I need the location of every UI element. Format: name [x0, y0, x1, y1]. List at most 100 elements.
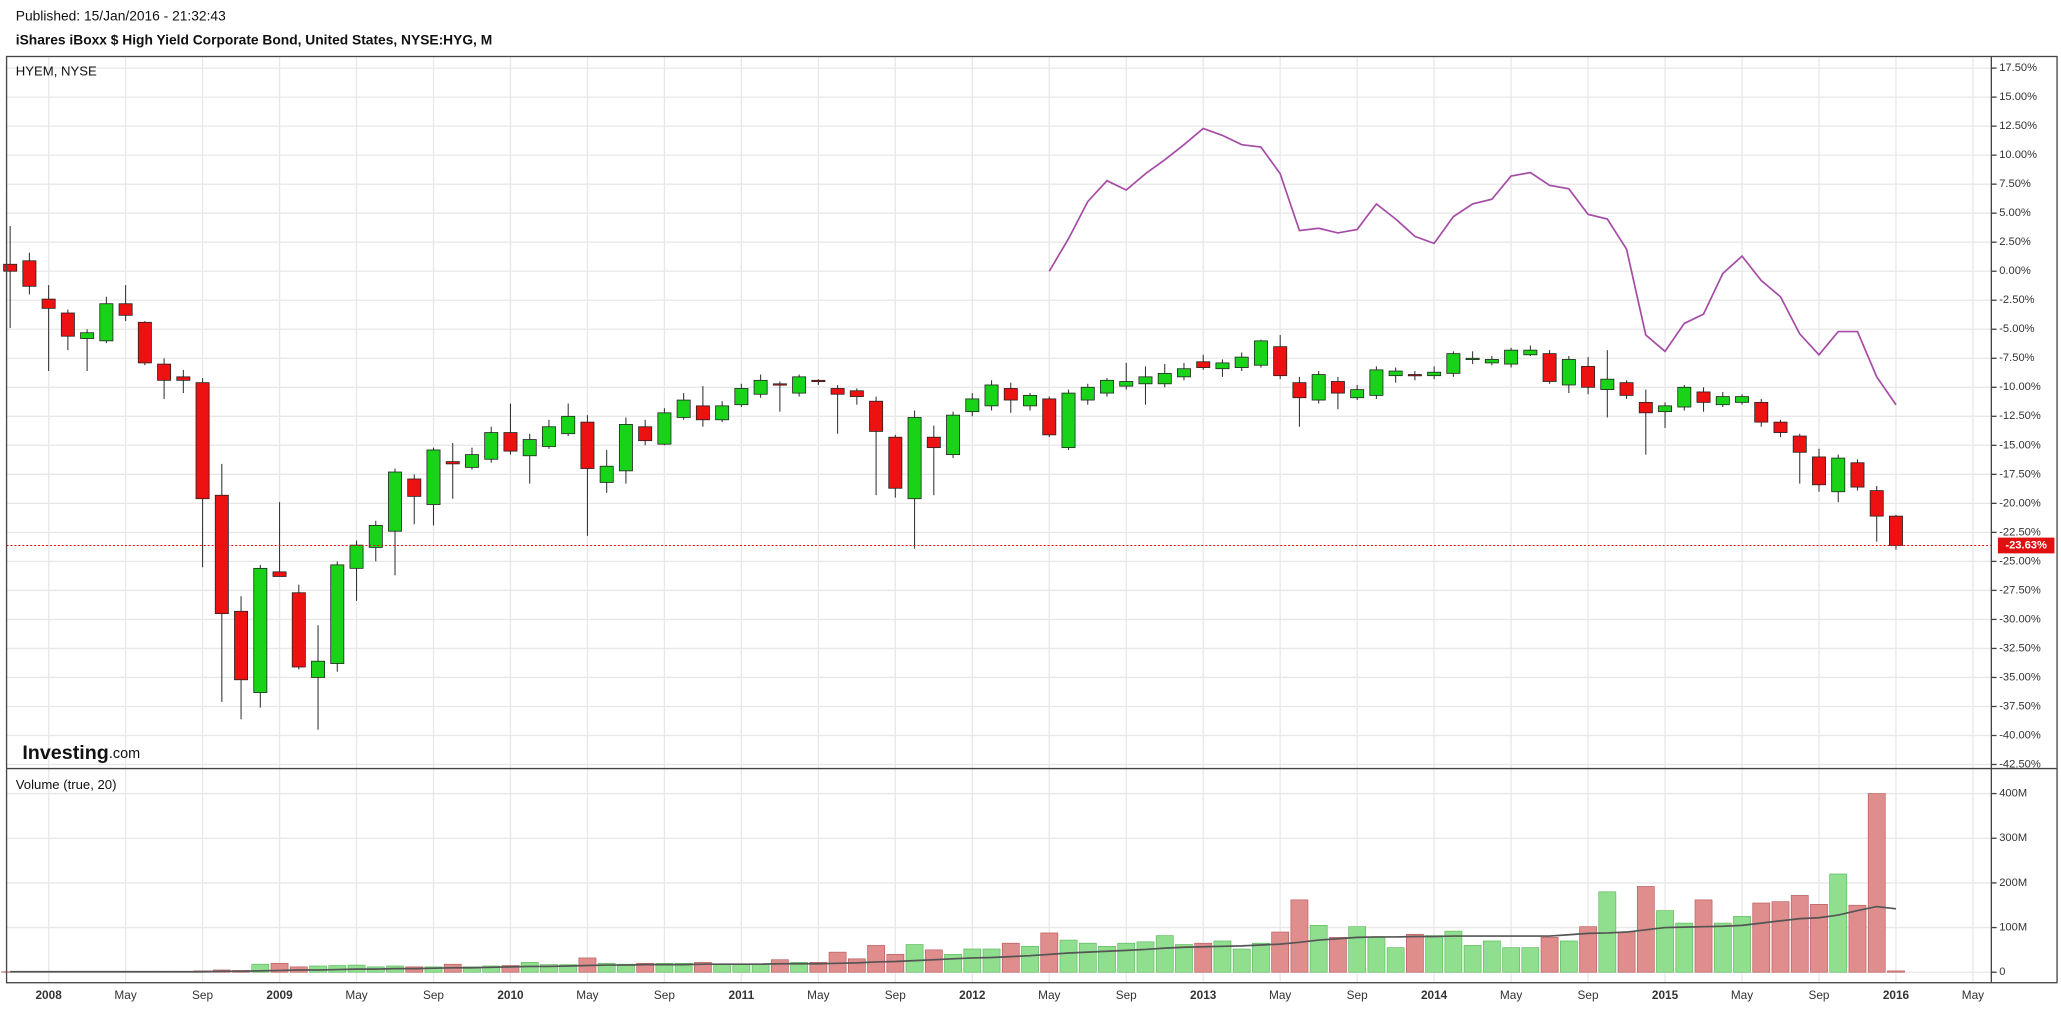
candle-body	[1253, 340, 1268, 366]
x-tick-label: 2009	[266, 988, 293, 1002]
candle-body	[1003, 388, 1018, 401]
y-tick-label: 0	[1999, 966, 2005, 978]
candle-body	[984, 384, 999, 407]
candle-body	[1869, 490, 1884, 517]
volume-bar	[1194, 942, 1213, 973]
y-tick-label: 0.00%	[1999, 265, 2031, 277]
candle-body	[792, 376, 807, 394]
candle-body	[1350, 389, 1365, 399]
y-tick-label: 15.00%	[1999, 91, 2037, 103]
candle-body	[1831, 457, 1846, 493]
panel-title: HYEM, NYSE	[16, 64, 97, 79]
candle-body	[426, 449, 441, 505]
candle-body	[888, 436, 903, 489]
volume-bar	[1810, 904, 1828, 973]
candle-body	[1581, 366, 1596, 388]
candle-body	[60, 312, 75, 337]
marks-layer	[1, 127, 1992, 973]
x-tick-label: Sep	[654, 988, 675, 1002]
moving-average-line	[10, 905, 1897, 973]
volume-bar	[405, 966, 424, 973]
candle-body	[41, 298, 56, 309]
x-tick-label: Sep	[1347, 988, 1368, 1002]
y-tick-label: 12.50%	[1999, 120, 2037, 132]
candle-body	[1215, 362, 1230, 370]
volume-bar	[559, 964, 578, 973]
candle-body	[1715, 396, 1730, 406]
candle-body	[1735, 396, 1749, 403]
x-tick-label: May	[345, 988, 367, 1002]
x-tick-label: Sep	[885, 988, 906, 1002]
candle-body	[99, 303, 114, 342]
candle-body	[311, 660, 326, 678]
candle-body	[695, 405, 710, 421]
candle-body	[1234, 356, 1249, 368]
candle-body	[272, 571, 287, 577]
volume-bar	[790, 962, 808, 973]
candle-body	[1157, 372, 1172, 385]
x-tick-label: May	[1731, 988, 1753, 1002]
volume-bar	[770, 959, 789, 973]
candle-body	[1446, 353, 1461, 374]
candle-body	[1369, 369, 1384, 396]
candle-body	[407, 478, 422, 497]
x-tick-label: May	[576, 988, 598, 1002]
candle-body	[580, 421, 595, 469]
candle-body	[618, 424, 633, 472]
candle-body	[561, 415, 576, 435]
panel-title: Volume (true, 20)	[16, 777, 117, 792]
y-tick-label: -35.00%	[1999, 671, 2041, 683]
candle-body	[1850, 462, 1865, 488]
volume-bar	[1790, 895, 1809, 973]
candle-body	[388, 471, 402, 532]
volume-bar	[1271, 931, 1290, 973]
x-tick-label: May	[807, 988, 829, 1002]
volume-bar	[1675, 922, 1694, 973]
volume-bar	[828, 951, 847, 973]
y-tick-label: 10.00%	[1999, 149, 2037, 161]
candle-body	[1273, 346, 1288, 377]
x-tick-label: 2015	[1652, 988, 1679, 1002]
volume-bar	[1252, 942, 1270, 973]
y-tick-label: 17.50%	[1999, 62, 2037, 74]
x-tick-label: 2008	[35, 988, 62, 1002]
candle-body	[1888, 515, 1903, 546]
published: Published: 15/Jan/2016 - 21:32:43	[16, 9, 226, 24]
candle-body	[1407, 374, 1422, 377]
x-tick-label: 2011	[729, 988, 755, 1002]
volume-bar	[1848, 904, 1867, 973]
grid-layer	[6, 56, 1992, 983]
volume-bar	[1463, 945, 1482, 973]
volume-bar	[1136, 941, 1155, 973]
candle-body	[772, 383, 787, 386]
volume-bar	[655, 962, 674, 973]
candle-body	[234, 610, 249, 681]
candle-body	[599, 465, 614, 483]
volume-bar	[463, 966, 481, 973]
y-tick-label: 400M	[1999, 788, 2027, 800]
candle-body	[638, 426, 653, 442]
volume-bar	[1752, 902, 1771, 973]
x-tick-label: Sep	[192, 988, 213, 1002]
y-tick-label: -5.00%	[1999, 323, 2034, 335]
candle-body	[1792, 435, 1807, 453]
candle-body	[753, 379, 768, 395]
y-tick-label: 2.50%	[1999, 236, 2031, 248]
volume-bar	[1521, 947, 1540, 973]
volume-bar	[1444, 930, 1463, 973]
candle-body	[926, 436, 941, 449]
logo: Investing.com	[22, 742, 140, 764]
volume-bar	[1021, 945, 1039, 973]
volume-bar	[944, 954, 962, 973]
candle-body	[291, 592, 306, 668]
volume-bar	[1290, 899, 1309, 973]
last-value-label: -23.63%	[2005, 539, 2047, 551]
candle-body	[80, 332, 95, 339]
candle-body	[1330, 381, 1345, 394]
candle-body	[349, 544, 364, 569]
frame	[5, 55, 2058, 984]
candle-body	[176, 376, 191, 381]
volume-bar	[1059, 939, 1078, 973]
y-tick-label: -7.50%	[1999, 352, 2034, 364]
candle-body	[1677, 386, 1692, 408]
